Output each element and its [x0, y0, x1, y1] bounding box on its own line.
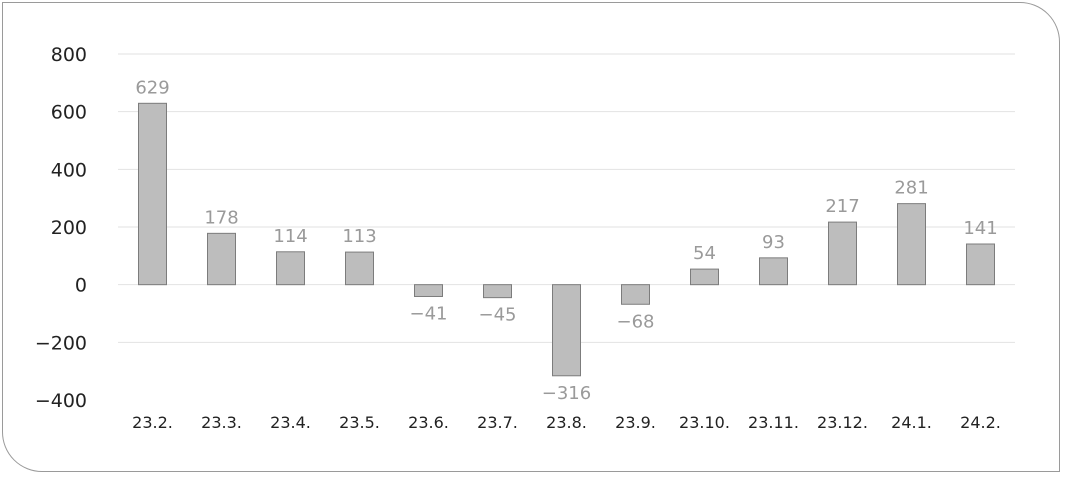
data-label: −41: [410, 303, 448, 324]
bar: [552, 284, 581, 377]
bar: [276, 251, 305, 286]
data-label: 113: [342, 226, 376, 247]
x-tick-label: 24.1.: [891, 413, 932, 432]
bar: [759, 257, 788, 286]
x-tick-label: 23.10.: [679, 413, 730, 432]
bar: [138, 102, 167, 286]
data-labels: 629 178 114 113 −41 −45 −316 −68 54 93 217 281 141: [135, 77, 997, 403]
y-tick-label: 0: [75, 275, 87, 297]
y-tick-label: 400: [51, 159, 87, 181]
y-tick-label: 600: [51, 102, 87, 124]
x-tick-label: 23.11.: [748, 413, 799, 432]
data-label: −68: [617, 311, 655, 332]
bar: [483, 284, 512, 299]
x-tick-label: 23.7.: [477, 413, 518, 432]
data-label: 281: [894, 178, 928, 199]
data-label: 114: [273, 226, 307, 247]
x-tick-label: 23.3.: [201, 413, 242, 432]
y-tick-label: 800: [51, 44, 87, 66]
y-axis-ticks: 800 600 400 200 0 −200 −400: [35, 44, 87, 412]
x-tick-label: 24.2.: [960, 413, 1001, 432]
data-label: −45: [479, 305, 517, 326]
x-tick-label: 23.12.: [817, 413, 868, 432]
data-label: 141: [963, 218, 997, 239]
data-label: 178: [204, 207, 238, 228]
data-label: 217: [825, 196, 859, 217]
bar: [207, 232, 236, 286]
x-tick-label: 23.2.: [132, 413, 173, 432]
x-axis-ticks: 23.2. 23.3. 23.4. 23.5. 23.6. 23.7. 23.8. 23.9.…: [132, 413, 1001, 432]
data-label: 629: [135, 77, 169, 98]
y-tick-label: 200: [51, 217, 87, 239]
x-tick-label: 23.5.: [339, 413, 380, 432]
x-tick-label: 23.6.: [408, 413, 449, 432]
bar: [414, 284, 443, 297]
bar: [828, 221, 857, 286]
chart-frame: [2, 2, 1060, 472]
bar: [690, 268, 719, 286]
data-label: 93: [762, 232, 785, 253]
bar: [897, 203, 926, 286]
bars: [138, 102, 995, 377]
data-label: −316: [542, 383, 591, 404]
data-label: 54: [693, 243, 716, 264]
bar: [966, 243, 995, 286]
y-tick-label: −400: [35, 390, 87, 412]
x-tick-label: 23.8.: [546, 413, 587, 432]
bar: [621, 284, 650, 305]
x-tick-label: 23.9.: [615, 413, 656, 432]
bar: [345, 251, 374, 286]
y-tick-label: −200: [35, 332, 87, 354]
x-tick-label: 23.4.: [270, 413, 311, 432]
